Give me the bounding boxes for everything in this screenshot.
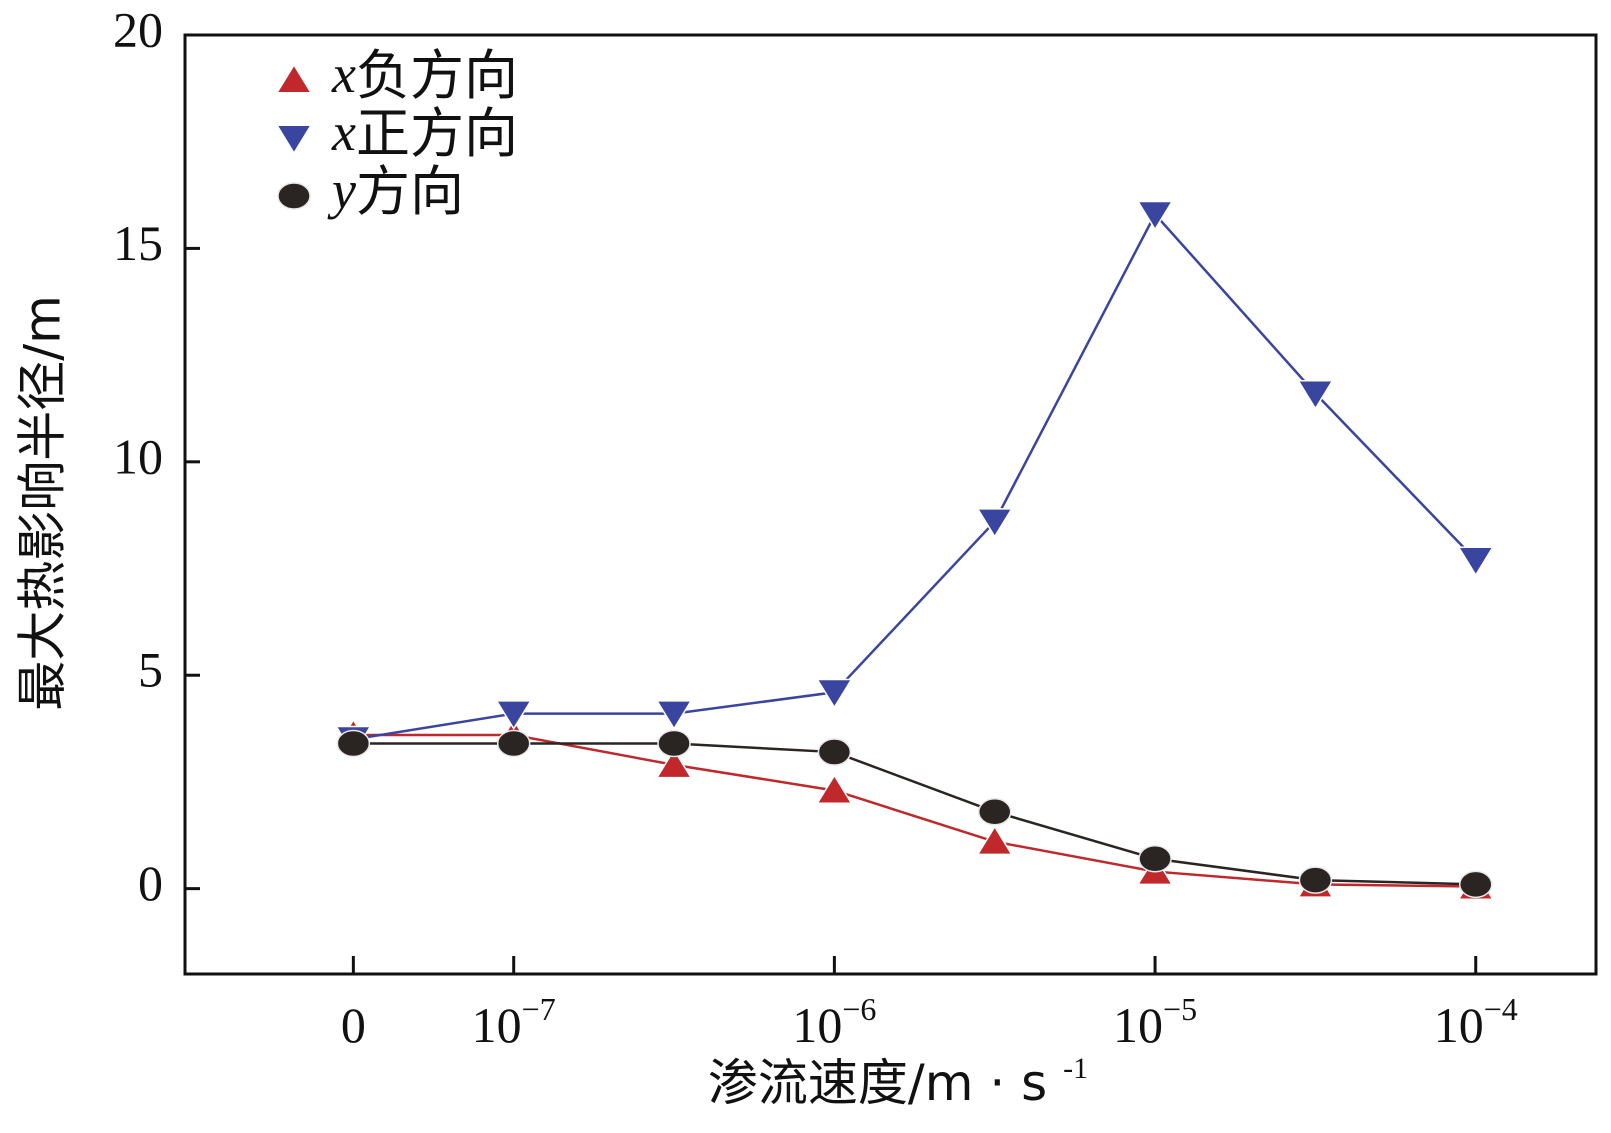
legend-label: y方向 [327,160,464,223]
y-tick-label: 20 [113,1,163,57]
legend-direction: 负方向 [356,44,518,107]
legend-marker [277,182,311,210]
y-tick-label: 5 [138,642,163,698]
legend-direction: 正方向 [356,102,518,165]
x-tick-label-exponent: −7 [522,991,556,1027]
data-point-series-1 [976,508,1014,539]
x-tick-label-base: 10 [792,997,842,1053]
data-point-series-2 [1298,866,1333,894]
data-point-series-1 [1297,380,1334,410]
x-tick-label-exponent: −6 [842,991,876,1027]
x-tick-label-base: 0 [341,997,366,1053]
x-axis-title-text: 渗流速度/m · s [708,1054,1047,1112]
x-tick-label: 10−7 [472,991,556,1053]
x-tick-label-base: 10 [1434,997,1484,1053]
x-tick-label: 10−5 [1113,991,1197,1053]
legend-label: x正方向 [331,102,518,165]
y-tick-label: 10 [113,428,163,484]
data-point-series-2 [496,729,531,758]
legend-marker [275,124,313,155]
legend-variable: x [331,102,356,162]
legend-label: x负方向 [331,44,518,107]
data-point-series-2 [1458,870,1493,899]
legend-direction: 方向 [356,160,464,223]
data-point-series-2 [657,729,691,758]
y-axis-title: 最大热影响半径/m [14,295,72,711]
data-point-series-2 [977,798,1012,826]
data-point-series-1 [655,700,693,731]
x-tick-label-base: 10 [1113,997,1163,1053]
legend-variable: y [327,160,356,220]
data-point-series-0 [655,748,693,779]
x-tick-label-exponent: −5 [1163,991,1197,1027]
data-point-series-2 [336,729,371,758]
data-point-series-2 [817,738,852,766]
data-point-series-0 [976,825,1014,856]
data-point-series-1 [816,678,853,709]
x-tick-label: 0 [341,997,366,1053]
data-point-series-0 [816,774,853,804]
series-line-2 [353,742,1476,886]
y-axis: 0 5 10 15 20 [113,1,200,911]
series-markers [335,200,1495,901]
data-point-series-1 [1457,546,1495,577]
x-axis-title: 渗流速度/m · s -1 [708,1052,1088,1112]
series-lines [353,212,1477,888]
x-tick-label: 10−4 [1434,991,1518,1053]
series-line-0 [353,733,1476,888]
x-axis: 0 10−7 10−6 10−5 10−4 [341,956,1518,1053]
y-tick-label: 15 [113,215,163,271]
x-tick-label-base: 10 [472,997,522,1053]
x-tick-label-exponent: −4 [1484,991,1518,1027]
data-point-series-2 [1138,845,1172,873]
y-tick-label: 0 [138,855,163,911]
x-axis-title-exponent: -1 [1063,1052,1088,1085]
data-point-series-1 [1136,200,1174,231]
legend-variable: x [331,44,356,104]
plot-frame [183,33,1598,976]
legend-marker [275,63,313,94]
x-tick-label: 10−6 [792,991,876,1053]
series-line-1 [353,212,1477,741]
data-point-series-1 [495,700,533,731]
